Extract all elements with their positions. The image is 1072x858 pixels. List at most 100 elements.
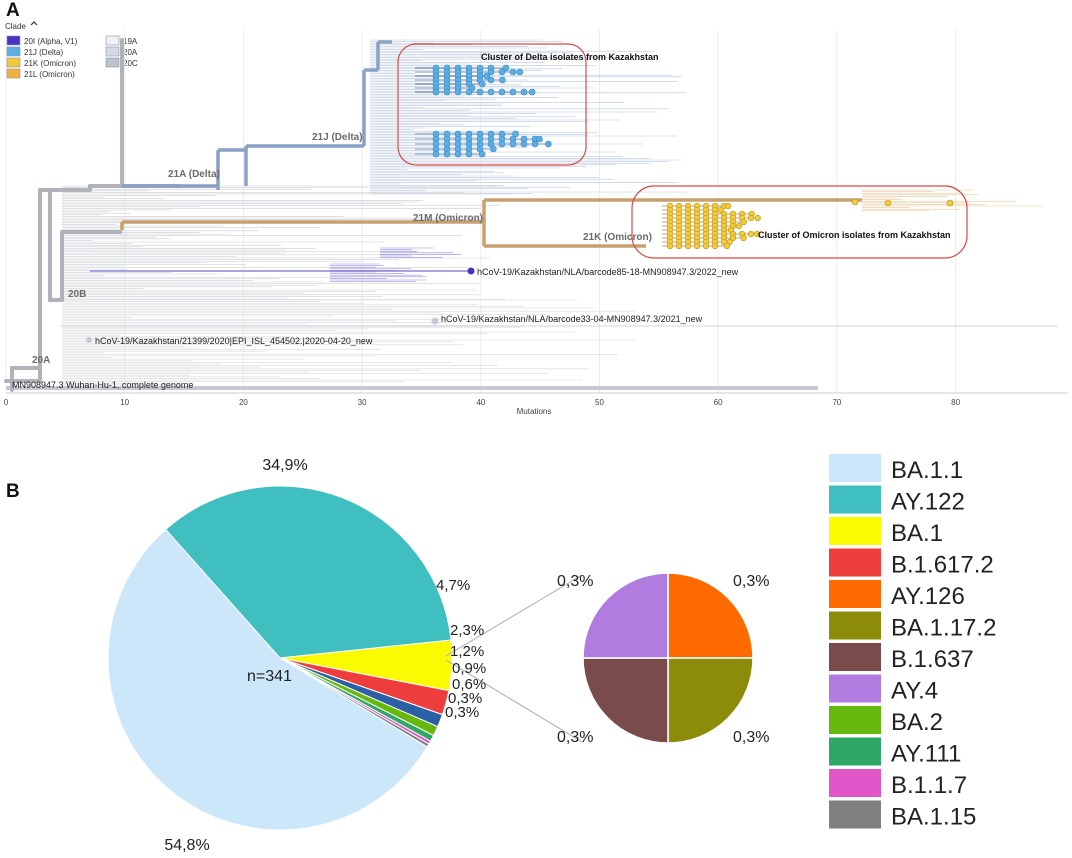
delta-tip[interactable] xyxy=(536,135,543,143)
reference-branch xyxy=(6,386,818,390)
pie-slice-8[interactable] xyxy=(279,657,430,748)
pie-label-7: 0,3% xyxy=(448,690,482,707)
legend-swatch-b-7 xyxy=(829,674,881,703)
delta-tip[interactable] xyxy=(478,150,486,158)
legend-swatch-b-5 xyxy=(829,611,881,640)
delta-tip[interactable] xyxy=(483,72,491,80)
delta-tip[interactable] xyxy=(443,150,451,158)
legend-label-4: 19A xyxy=(123,37,138,46)
delta-tip[interactable] xyxy=(502,64,510,72)
clade-label-21j: 21J (Delta) xyxy=(312,132,363,143)
breakout-slice-3[interactable] xyxy=(582,572,669,659)
omicron-tip[interactable] xyxy=(740,218,747,226)
omicron-tip[interactable] xyxy=(724,202,732,210)
delta-tip[interactable] xyxy=(516,68,524,76)
omicron-tip[interactable] xyxy=(747,214,755,222)
delta-tip[interactable] xyxy=(520,88,528,96)
delta-tip[interactable] xyxy=(465,150,473,158)
delta-tip[interactable] xyxy=(531,140,539,148)
clade-label-20a: 20A xyxy=(32,355,50,366)
omicron-tip[interactable] xyxy=(693,242,701,250)
omicron-tip[interactable] xyxy=(740,234,747,242)
chevron-up-icon[interactable] xyxy=(30,21,38,26)
mutation-axis-label: Mutations xyxy=(517,407,552,416)
omicron-tip[interactable] xyxy=(666,242,674,250)
delta-tip[interactable] xyxy=(499,76,506,84)
omicron-tip[interactable] xyxy=(684,242,692,250)
delta-tip[interactable] xyxy=(465,88,473,96)
tip-marker-2020[interactable] xyxy=(86,337,92,343)
legend-swatch-b-8 xyxy=(829,706,881,734)
breakout-slice-1[interactable] xyxy=(667,657,754,744)
delta-tip[interactable] xyxy=(520,140,528,148)
legend-swatch-b-4 xyxy=(829,580,881,608)
legend-swatch-b-3 xyxy=(829,548,881,577)
panel-a: A Clade 20I (Alpha, V1) 21J (Delta) 21K (O… xyxy=(4,0,1068,416)
legend-swatch-b-1 xyxy=(829,485,881,514)
panel-a-letter: A xyxy=(6,0,20,21)
legend-swatch-4 xyxy=(105,35,120,46)
delta-tip[interactable] xyxy=(432,88,440,96)
omicron-tip[interactable] xyxy=(729,234,737,242)
omicron-tip[interactable] xyxy=(723,242,731,250)
breakout-slice-0[interactable] xyxy=(667,572,754,659)
delta-tip[interactable] xyxy=(498,68,506,76)
breakout-pie xyxy=(582,572,754,744)
delta-tip[interactable] xyxy=(509,140,517,148)
x-tick-label-5: 50 xyxy=(595,398,604,407)
omicron-tip[interactable] xyxy=(675,242,683,250)
omicron-tip[interactable] xyxy=(754,214,761,222)
delta-tip[interactable] xyxy=(454,150,462,158)
legend-swatch-2 xyxy=(6,57,21,68)
delta-tip[interactable] xyxy=(509,88,517,96)
sample-count-label: n=341 xyxy=(247,668,292,685)
omicron-tip[interactable] xyxy=(754,230,761,238)
delta-tip[interactable] xyxy=(487,88,495,96)
omicron-tip[interactable] xyxy=(711,242,719,250)
clade-label-21k: 21K (Omicron) xyxy=(583,232,652,243)
pie-slice-0[interactable] xyxy=(107,528,428,831)
x-tick-label-2: 20 xyxy=(239,398,248,407)
legend-label-b-11: BA.1.15 xyxy=(891,804,976,831)
tip-marker-2022[interactable] xyxy=(467,267,475,275)
omicron-tip[interactable] xyxy=(884,199,892,207)
tip-label-2021: hCoV-19/Kazakhstan/NLA/barcode33-04-MN90… xyxy=(441,314,703,324)
omicron-tip[interactable] xyxy=(735,222,743,230)
legend-swatch-3 xyxy=(6,68,21,79)
omicron-tip[interactable] xyxy=(851,198,859,206)
delta-tip[interactable] xyxy=(478,80,486,88)
delta-tip[interactable] xyxy=(489,145,497,153)
omicron-tip[interactable] xyxy=(747,230,755,238)
mutation-axis-ticks: 0 10 20 30 40 50 60 70 80 xyxy=(4,398,961,407)
delta-tip[interactable] xyxy=(432,150,440,158)
legend-label-b-10: B.1.1.7 xyxy=(891,772,967,799)
pie-slice-1[interactable] xyxy=(165,485,452,659)
delta-tip[interactable] xyxy=(487,76,495,84)
omicron-tip[interactable] xyxy=(946,199,954,207)
tip-marker-2021[interactable] xyxy=(431,317,439,325)
x-tick-label-6: 60 xyxy=(714,398,723,407)
breakout-slice-2[interactable] xyxy=(582,657,669,744)
delta-tip[interactable] xyxy=(544,140,552,148)
delta-tip[interactable] xyxy=(509,68,517,76)
omicron-tip[interactable] xyxy=(702,242,710,250)
delta-tip[interactable] xyxy=(443,88,451,96)
legend-label-b-5: BA.1.17.2 xyxy=(891,615,996,642)
omicron-tip-cluster xyxy=(662,198,954,250)
legend-label-b-0: BA.1.1 xyxy=(891,457,963,484)
delta-tip[interactable] xyxy=(487,68,495,76)
delta-tip[interactable] xyxy=(498,88,506,96)
omicron-tip[interactable] xyxy=(717,206,724,214)
delta-tip[interactable] xyxy=(454,88,462,96)
legend-swatch-5 xyxy=(105,46,120,57)
delta-tip[interactable] xyxy=(476,88,484,96)
delta-tip[interactable] xyxy=(498,140,506,148)
delta-tip[interactable] xyxy=(528,88,536,96)
legend-swatch-b-2 xyxy=(829,517,881,545)
omicron-cluster-highlight xyxy=(631,185,968,259)
panel-b: B 54,8%34,9%4,7%2,3%1,2%0,9%0,6%0,3%0,3%… xyxy=(6,454,996,854)
pie-label-6: 0,6% xyxy=(452,676,486,693)
legend-label-b-7: AY.4 xyxy=(891,678,938,705)
delta-tip-cluster xyxy=(415,64,552,158)
